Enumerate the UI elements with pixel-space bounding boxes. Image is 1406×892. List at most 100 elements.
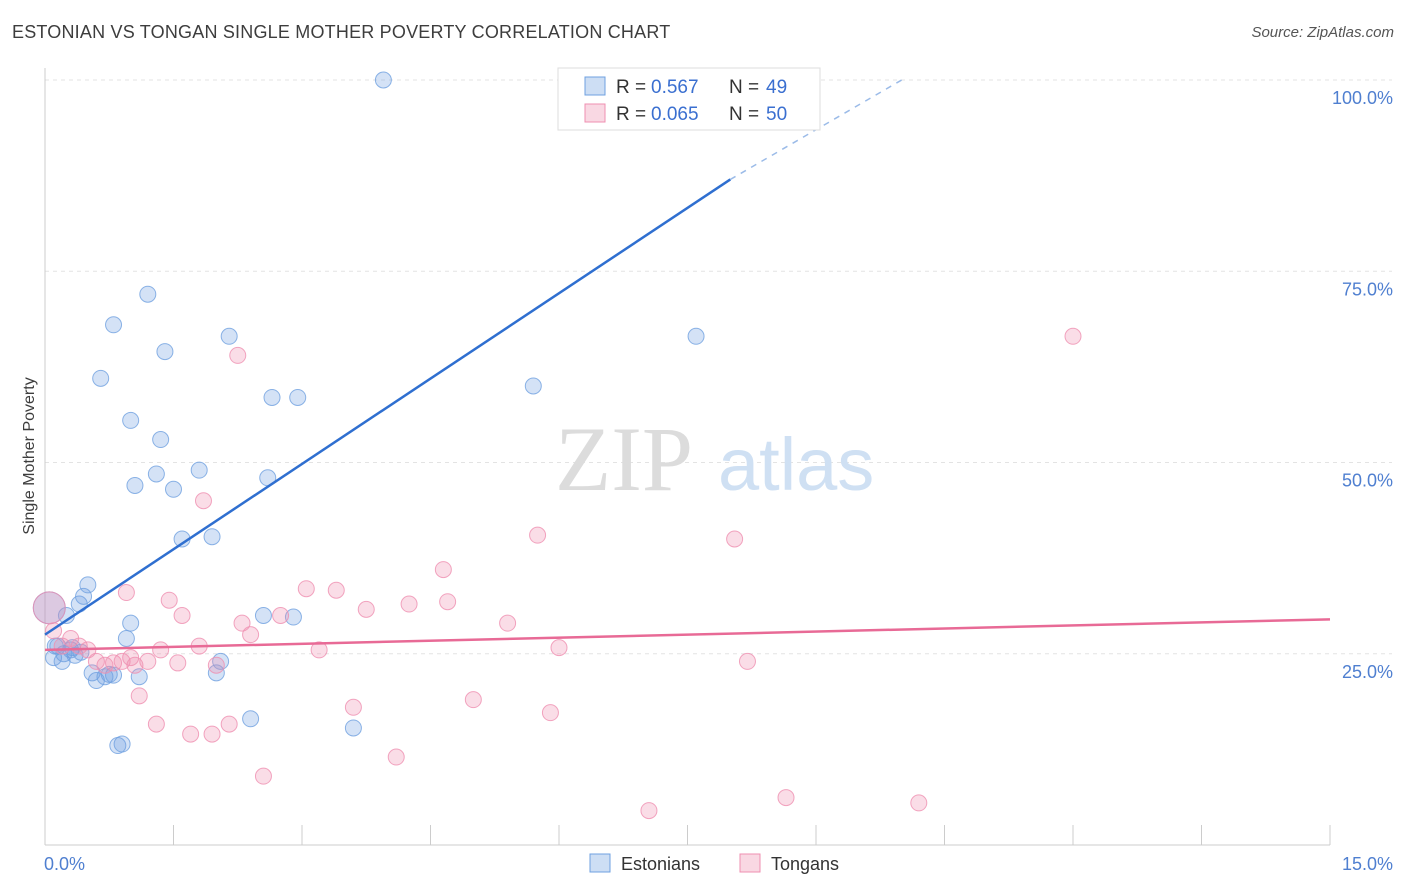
tongans-point-39 [439, 593, 457, 611]
axes [44, 68, 1331, 846]
tongans-point-50 [1064, 327, 1082, 345]
source-label: Source: ZipAtlas.com [1251, 24, 1394, 41]
tongans-point-18 [169, 654, 187, 672]
y-tick-label-0: 100.0% [1332, 88, 1393, 108]
estonians-point-38 [263, 388, 281, 406]
tick-labels: 100.0% 75.0% 50.0% 25.0% 0.0% 15.0% [44, 88, 1393, 874]
estonians-point-44 [687, 327, 705, 345]
tongans-point-36 [387, 748, 405, 766]
estonians-point-30 [190, 461, 208, 479]
tongans-points [32, 327, 1082, 820]
tongans-point-49 [910, 794, 928, 812]
tongans-point-30 [272, 607, 290, 624]
tongans-point-27 [233, 614, 251, 632]
tongans-point-24 [207, 656, 225, 674]
estonians-point-31 [203, 528, 221, 546]
legend-label-0: Estonians [621, 854, 700, 874]
series-legend: Estonians Tongans [589, 853, 839, 874]
tongans-point-6 [87, 652, 105, 670]
x-tick-label-0: 0.0% [44, 854, 85, 874]
legend-swatch-0 [589, 853, 611, 873]
tongans-point-42 [529, 526, 547, 544]
estonians-point-15 [105, 666, 123, 684]
estonians-point-18 [113, 735, 131, 753]
estonians-point-40 [289, 388, 307, 406]
stats-r-label-0: R = [616, 77, 646, 98]
tongans-point-44 [550, 639, 568, 657]
estonians-point-21 [122, 411, 140, 429]
estonians-point-12 [92, 369, 110, 387]
tongans-point-19 [173, 607, 191, 624]
tongans-point-47 [738, 652, 756, 670]
y-tick-label-1: 75.0% [1342, 279, 1393, 299]
chart-title: ESTONIAN VS TONGAN SINGLE MOTHER POVERTY… [12, 22, 671, 42]
estonians-point-10 [83, 664, 101, 682]
estonians-point-27 [156, 343, 174, 361]
tongans-point-25 [220, 715, 238, 733]
tongans-point-15 [147, 715, 165, 733]
tongans-point-22 [194, 492, 212, 510]
tongans-point-40 [464, 691, 482, 709]
estonians-point-36 [254, 607, 272, 624]
stats-n-value-1: 50 [766, 104, 787, 125]
estonians-point-39 [284, 608, 302, 626]
tongans-point-33 [327, 581, 345, 599]
tongans-point-32 [310, 641, 328, 659]
stats-legend-box [557, 67, 821, 131]
stats-r-value-0: 0.567 [651, 77, 699, 98]
tongans-point-17 [160, 591, 178, 609]
estonians-point-23 [130, 668, 148, 686]
estonians-point-41 [344, 719, 362, 737]
legend-swatch-1 [739, 853, 761, 873]
trend-lines [44, 79, 1331, 652]
estonians-point-16 [105, 316, 123, 334]
stats-swatch-0 [584, 76, 606, 96]
stats-legend: R = 0.567 N = 49 R = 0.065 N = 50 [557, 67, 821, 131]
tongans-point-38 [434, 561, 452, 579]
tongans-point-20 [182, 725, 200, 743]
legend-label-1: Tongans [771, 854, 839, 874]
y-tick-label-3: 25.0% [1342, 662, 1393, 682]
estonians-trend-line [44, 178, 732, 636]
tongans-point-9 [113, 652, 131, 670]
tongans-point-12 [126, 656, 144, 674]
tongans-point-37 [400, 595, 418, 613]
watermark-atlas: atlas [718, 423, 874, 506]
tongans-point-31 [297, 580, 315, 598]
estonians-point-9 [79, 576, 97, 594]
estonians-point-24 [139, 285, 157, 303]
tongans-point-0 [32, 591, 66, 625]
tongans-point-45 [640, 802, 658, 820]
estonians-point-34 [220, 327, 238, 345]
estonians-point-35 [242, 710, 260, 728]
tongans-point-48 [777, 789, 795, 807]
estonians-point-43 [524, 377, 542, 395]
estonians-point-25 [147, 465, 165, 483]
tongans-point-10 [117, 584, 135, 602]
tongans-point-43 [541, 704, 559, 722]
tongans-point-13 [130, 687, 148, 705]
tongans-point-41 [499, 614, 517, 632]
stats-n-value-0: 49 [766, 77, 787, 98]
estonians-point-22 [126, 476, 144, 494]
stats-r-label-1: R = [616, 104, 646, 125]
tongans-point-8 [105, 654, 123, 672]
tongans-point-35 [357, 600, 375, 618]
stats-n-label-1: N = [729, 104, 759, 125]
estonians-point-26 [152, 431, 170, 449]
gridlines [45, 79, 1392, 655]
stats-r-value-1: 0.065 [651, 104, 699, 125]
stats-n-label-0: N = [729, 77, 759, 98]
tongans-point-26 [229, 346, 247, 364]
tongans-point-14 [139, 652, 157, 670]
tongans-point-28 [242, 626, 260, 644]
tongans-point-34 [344, 698, 362, 716]
tongans-trend-line [44, 618, 1331, 652]
tongans-point-46 [726, 530, 744, 548]
y-tick-label-2: 50.0% [1342, 471, 1393, 491]
tongans-point-11 [122, 649, 140, 667]
estonians-point-20 [122, 614, 140, 632]
tongans-point-23 [203, 725, 221, 743]
tongans-point-16 [152, 641, 170, 659]
estonians-point-28 [165, 480, 182, 498]
